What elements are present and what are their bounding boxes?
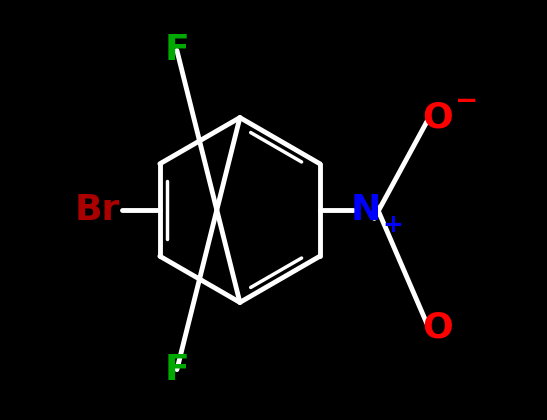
Text: O: O: [422, 101, 453, 134]
Text: N: N: [351, 193, 381, 227]
Text: Br: Br: [74, 193, 120, 227]
Text: F: F: [165, 353, 189, 386]
Text: +: +: [383, 213, 404, 237]
Text: −: −: [455, 87, 478, 115]
Text: F: F: [165, 34, 189, 67]
Text: O: O: [422, 311, 453, 344]
